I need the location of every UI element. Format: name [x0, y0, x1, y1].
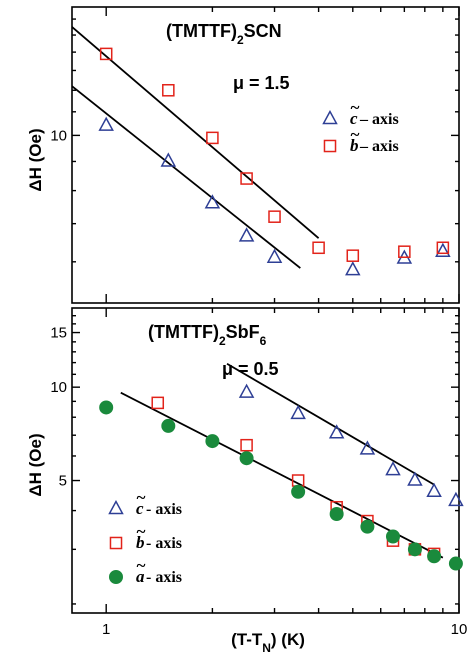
a-axis-point: [407, 542, 422, 557]
b-axis-point: [162, 83, 175, 97]
legend-axis-letter: b: [350, 136, 359, 155]
panel-title-sbf6: (TMTTF)2SbF6: [148, 322, 267, 348]
c-axis-point: [448, 491, 464, 507]
c-axis-point: [204, 194, 221, 209]
c-axis-point: [238, 227, 255, 242]
legend-label: - axis: [146, 569, 182, 586]
a-axis-point: [427, 549, 442, 564]
legend-label: – axis: [359, 138, 399, 155]
legend-tilde: ~: [350, 125, 360, 144]
c-axis-point: [359, 440, 376, 455]
x-tick-label: 10: [451, 621, 468, 638]
fit-line: [226, 362, 435, 486]
a-axis-point: [360, 519, 375, 534]
y-tick-label: 15: [50, 325, 67, 342]
mu-value-scn: μ = 1.5: [233, 73, 290, 93]
legend-tilde: ~: [136, 488, 146, 507]
y-tick-label: 5: [59, 473, 67, 490]
b-axis-point: [398, 245, 411, 258]
c-axis-point: [435, 242, 451, 257]
x-tick-label: 1: [102, 621, 110, 638]
fit-line: [71, 26, 320, 239]
b-axis-point: [346, 249, 360, 262]
c-axis-point: [98, 116, 114, 131]
a-axis-point: [448, 556, 463, 571]
a-axis-point: [385, 529, 400, 544]
y-axis-label-bottom: ΔH (Oe): [26, 433, 45, 496]
legend-marker-c-axis: [108, 499, 124, 515]
a-axis-point: [99, 400, 114, 415]
legend-axis-letter: a: [136, 567, 145, 586]
legend-axis-letter: c: [136, 499, 144, 518]
c-axis-point: [426, 482, 442, 497]
c-axis-point: [266, 248, 283, 263]
y-tick-label: 10: [50, 379, 67, 396]
b-axis-point: [206, 131, 219, 145]
legend-tilde: ~: [136, 522, 146, 541]
c-axis-point: [385, 461, 401, 476]
a-axis-point: [161, 418, 176, 433]
legend-axis-letter: c: [350, 109, 358, 128]
fit-line: [71, 85, 301, 269]
x-axis-label: (T-TN) (K): [231, 630, 305, 655]
b-axis-point: [151, 396, 165, 410]
legend-tilde: ~: [350, 98, 360, 117]
a-axis-point: [329, 506, 344, 521]
legend-marker-a-axis: [109, 570, 123, 584]
legend-label: – axis: [359, 111, 399, 128]
c-axis-point: [407, 471, 423, 486]
b-axis-point: [268, 210, 281, 223]
mu-value-sbf6: μ = 0.5: [222, 359, 279, 379]
y-axis-label-top: ΔH (Oe): [26, 128, 45, 191]
legend-marker-c-axis: [322, 109, 338, 125]
legend-tilde: ~: [136, 556, 146, 575]
c-axis-point: [238, 383, 255, 398]
plot-frame: [71, 6, 460, 304]
a-axis-point: [291, 484, 306, 499]
legend-label: - axis: [146, 535, 182, 552]
b-axis-point: [99, 47, 113, 61]
a-axis-point: [205, 434, 220, 449]
legend-marker-b-axis: [323, 139, 337, 153]
c-axis-point: [160, 152, 177, 167]
legend-axis-letter: b: [136, 533, 145, 552]
b-axis-point: [436, 241, 450, 255]
fit-line: [120, 391, 444, 559]
b-axis-point: [240, 172, 253, 185]
legend-label: - axis: [146, 501, 182, 518]
b-axis-point: [240, 438, 253, 452]
c-axis-point: [345, 261, 361, 276]
plot-frame: [71, 307, 460, 614]
c-axis-point: [328, 424, 345, 439]
legend-marker-b-axis: [109, 536, 123, 550]
y-tick-label: 10: [50, 127, 67, 144]
c-axis-point: [290, 404, 306, 420]
top-panel-scn: (TMTTF)2SCN μ = 1.5 ΔH (Oe) 10 c~ – axisb…: [26, 6, 460, 304]
a-axis-point: [239, 451, 254, 466]
panel-title-scn: (TMTTF)2SCN: [166, 21, 282, 47]
b-axis-point: [312, 241, 325, 255]
